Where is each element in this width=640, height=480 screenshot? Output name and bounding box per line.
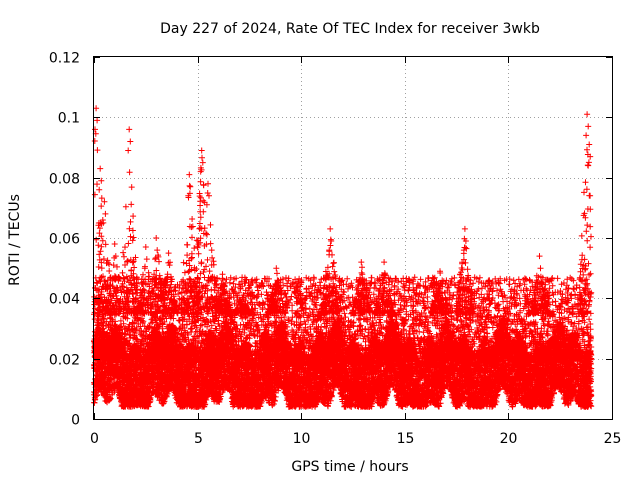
y-tick-labels: 0 0.02 0.04 0.06 0.08 0.1 0.12 (49, 51, 80, 429)
y-tick-label: 0.02 (49, 353, 80, 369)
y-tick-label: 0 (71, 413, 80, 429)
data-points (91, 105, 595, 410)
y-tick-label: 0.1 (58, 111, 80, 127)
x-axis-label: GPS time / hours (291, 459, 408, 475)
roti-points (91, 105, 595, 410)
x-tick-label: 10 (293, 431, 311, 447)
y-tick-label: 0.04 (49, 292, 80, 308)
chart-title: Day 227 of 2024, Rate Of TEC Index for r… (160, 21, 540, 37)
x-tick-label: 15 (397, 431, 415, 447)
x-tick-label: 20 (500, 431, 518, 447)
y-tick-label: 0.06 (49, 232, 80, 248)
axis-ticks (94, 57, 613, 420)
x-tick-labels: 0 5 10 15 20 25 (90, 431, 621, 447)
x-tick-label: 0 (90, 431, 99, 447)
plot-frame (93, 56, 613, 420)
x-tick-label: 25 (604, 431, 622, 447)
x-tick-label: 5 (194, 431, 203, 447)
y-axis-label: ROTI / TECUs (7, 194, 23, 286)
y-tick-label: 0.08 (49, 172, 80, 188)
y-tick-label: 0.12 (49, 51, 80, 67)
